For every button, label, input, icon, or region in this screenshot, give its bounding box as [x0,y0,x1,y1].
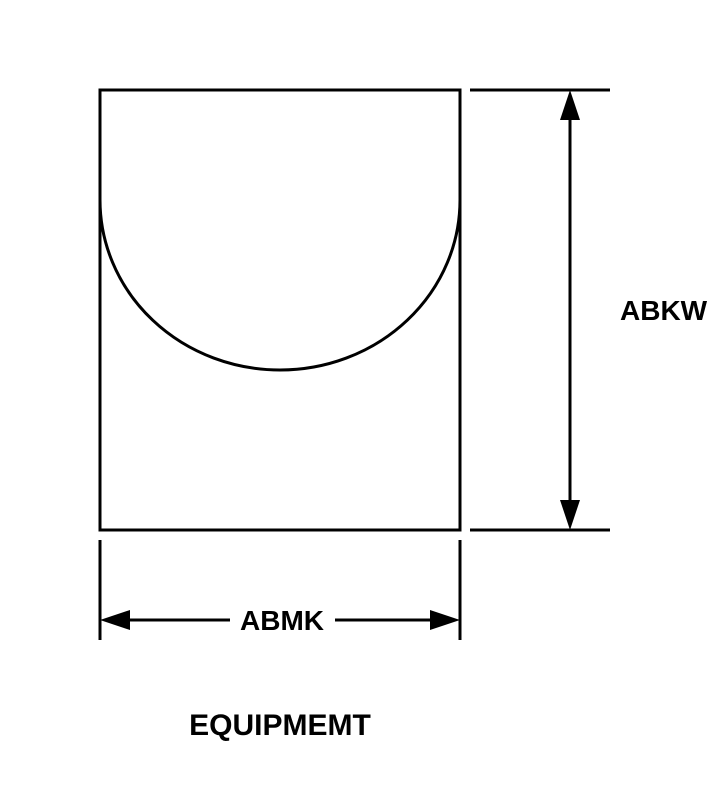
dim-label-horizontal: ABMK [240,605,324,636]
equipment-diagram: ABKW ABMK EQUIPMEMT [0,0,719,809]
arc-curve [100,200,460,370]
arrow-left-icon [100,610,130,630]
arrow-down-icon [560,500,580,530]
arrow-right-icon [430,610,460,630]
main-box [100,90,460,530]
arrow-up-icon [560,90,580,120]
diagram-title: EQUIPMEMT [189,709,371,742]
dim-label-vertical: ABKW [620,295,708,326]
